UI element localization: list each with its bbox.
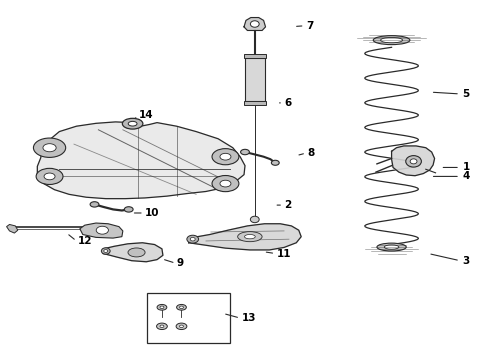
- Bar: [244, 54, 266, 58]
- Text: 13: 13: [242, 313, 256, 323]
- Ellipse shape: [250, 216, 259, 223]
- Ellipse shape: [160, 306, 164, 309]
- Ellipse shape: [176, 305, 186, 310]
- Ellipse shape: [90, 202, 99, 207]
- Ellipse shape: [157, 323, 167, 329]
- Polygon shape: [392, 146, 435, 176]
- Ellipse shape: [241, 149, 249, 155]
- Ellipse shape: [190, 237, 195, 241]
- Ellipse shape: [122, 118, 143, 129]
- Ellipse shape: [381, 37, 403, 43]
- Polygon shape: [103, 243, 163, 262]
- Ellipse shape: [157, 305, 167, 310]
- Bar: [147, 293, 230, 343]
- Ellipse shape: [187, 235, 198, 243]
- Ellipse shape: [44, 173, 55, 180]
- Ellipse shape: [373, 36, 410, 45]
- Polygon shape: [37, 122, 245, 199]
- Ellipse shape: [160, 325, 164, 328]
- Ellipse shape: [36, 168, 63, 184]
- Ellipse shape: [101, 248, 110, 254]
- Ellipse shape: [271, 160, 279, 165]
- Text: 1: 1: [463, 162, 470, 172]
- Polygon shape: [244, 18, 266, 31]
- Polygon shape: [80, 223, 123, 238]
- Ellipse shape: [33, 138, 66, 157]
- Text: 6: 6: [284, 98, 292, 108]
- Text: 14: 14: [139, 111, 153, 121]
- Ellipse shape: [245, 234, 255, 239]
- Ellipse shape: [406, 156, 421, 167]
- Polygon shape: [6, 225, 18, 233]
- Text: 12: 12: [78, 236, 93, 246]
- Ellipse shape: [250, 21, 259, 27]
- Ellipse shape: [384, 245, 399, 249]
- Ellipse shape: [128, 248, 145, 257]
- Ellipse shape: [212, 149, 239, 165]
- Ellipse shape: [212, 176, 239, 192]
- Ellipse shape: [43, 144, 56, 152]
- Ellipse shape: [176, 323, 187, 329]
- Polygon shape: [189, 224, 301, 250]
- Text: 7: 7: [306, 21, 314, 31]
- Text: 4: 4: [463, 171, 470, 181]
- Bar: [245, 58, 265, 101]
- Text: 2: 2: [284, 200, 292, 210]
- Ellipse shape: [238, 231, 262, 242]
- Ellipse shape: [220, 153, 231, 160]
- Ellipse shape: [220, 180, 231, 187]
- Ellipse shape: [96, 226, 108, 234]
- Ellipse shape: [377, 243, 406, 251]
- Ellipse shape: [104, 249, 108, 252]
- Text: 10: 10: [145, 208, 159, 218]
- Ellipse shape: [410, 159, 417, 164]
- Ellipse shape: [179, 325, 183, 328]
- Text: 5: 5: [463, 89, 470, 99]
- Ellipse shape: [124, 207, 133, 212]
- Bar: [244, 101, 266, 105]
- Text: 8: 8: [308, 148, 315, 158]
- Text: 3: 3: [463, 256, 470, 266]
- Ellipse shape: [128, 121, 137, 126]
- Text: 9: 9: [176, 258, 184, 268]
- Ellipse shape: [179, 306, 183, 309]
- Text: 11: 11: [277, 248, 291, 258]
